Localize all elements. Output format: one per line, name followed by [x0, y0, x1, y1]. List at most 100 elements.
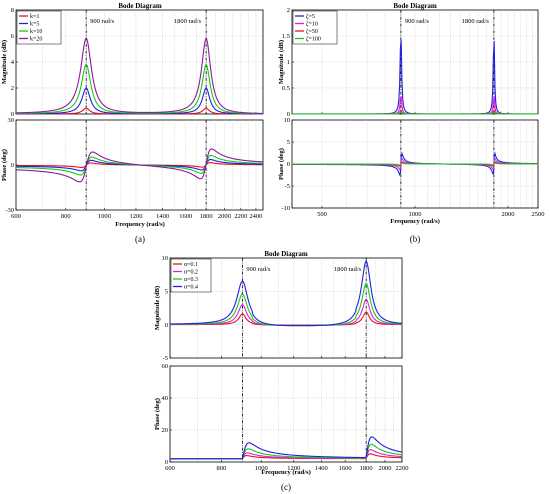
y-tick-label: 5	[287, 139, 290, 146]
annotation-label: 1800 rad/s	[462, 18, 490, 25]
x-tick-label: 2000	[502, 211, 515, 218]
x-tick-label: 1000	[409, 211, 422, 218]
legend-label: α=0.4	[184, 285, 198, 291]
series-line-4	[292, 111, 538, 115]
annotation-label: 1800 rad/s	[334, 266, 362, 273]
y-tick-label: 0	[165, 459, 168, 466]
chart-a-magnitude-panel: 0 2 4 6 8 Magnitude (dB) k=1 k=5k=10 k=20 900 rad…	[1, 7, 264, 118]
chart-b-phase-panel: -10 -5 0 5 10 Phase (deg) 500 1000 2000 2500	[278, 117, 545, 218]
x-tick-label: 2200	[234, 213, 247, 220]
x-tick-label: 2000	[378, 465, 391, 472]
chart-a-phase-panel: -30 0 30 Phase (deg) 600 800 1000 1200 1400 1600 1…	[1, 117, 264, 220]
legend-label: k=20	[30, 37, 42, 43]
y-tick-label: 6	[11, 33, 15, 40]
x-tick-label: 2500	[532, 211, 545, 218]
y-tick-label: 20	[162, 427, 169, 434]
annotation-label: 900 rad/s	[90, 18, 114, 25]
x-tick-label: 1400	[156, 213, 169, 220]
annotation-label: 900 rad/s	[405, 18, 429, 25]
figure-caption: (a)	[135, 234, 145, 244]
legend-label: ζ=50	[306, 28, 318, 35]
x-tick-label: 1600	[179, 213, 192, 220]
y-tick-label: 0	[287, 111, 290, 118]
series-line-4	[15, 37, 264, 114]
x-tick-label: 2400	[249, 213, 262, 220]
y-axis-label: Phase (deg)	[278, 148, 285, 180]
y-tick-label: 1	[287, 59, 290, 66]
y-axis-label: Magnitude (dB)	[1, 40, 8, 84]
x-tick-label: 2200	[396, 465, 409, 472]
legend-label: k=5	[30, 22, 39, 28]
annotation-label: 900 rad/s	[246, 266, 270, 273]
x-axis-label: Frequency (rad/s)	[261, 469, 311, 476]
x-axis-label: Frequency (rad/s)	[115, 221, 165, 228]
legend-label: α=0.1	[184, 262, 198, 268]
x-tick-label: 1800	[200, 213, 213, 220]
y-tick-label: 8	[11, 7, 14, 14]
x-tick-label: 600	[165, 465, 175, 472]
y-tick-label: 10	[162, 255, 169, 262]
legend-label: ζ=100	[306, 36, 321, 43]
chart-title: Bode Diagram	[393, 2, 437, 10]
x-tick-label: 1600	[339, 465, 352, 472]
y-tick-label: 0	[11, 162, 14, 169]
series-line-4	[15, 148, 264, 183]
y-tick-label: 0	[287, 161, 290, 168]
plot-frame	[169, 365, 403, 463]
x-axis-label: Frequency (rad/s)	[390, 218, 440, 225]
x-tick-label: 600	[11, 213, 21, 220]
y-axis-label: Magnitude (dB)	[154, 286, 161, 330]
chart-title: Bode Diagram	[264, 250, 308, 258]
y-tick-label: 2	[11, 85, 14, 92]
legend-label: ζ=10	[306, 21, 318, 28]
legend: α=0.1 α=0.2α=0.3 α=0.4	[170, 258, 212, 293]
y-axis-label: Magnitude (dB)	[278, 40, 285, 84]
figure-caption: (c)	[281, 482, 291, 492]
y-tick-label: 10	[284, 117, 291, 124]
chart-c-phase-panel: 0 20 40 60 Phase (deg) 600 800 1000 1200 1400 1600…	[154, 363, 409, 472]
series-line-4	[169, 260, 403, 327]
x-tick-label: 1800	[360, 465, 373, 472]
y-tick-label: 40	[162, 395, 169, 402]
y-tick-label: 5	[165, 289, 168, 296]
x-tick-label: 1400	[315, 465, 328, 472]
y-tick-label: 0	[165, 322, 168, 329]
y-tick-label: 30	[8, 117, 15, 124]
series-line-4	[170, 436, 403, 460]
x-tick-label: 1000	[98, 213, 111, 220]
legend: ζ=5ζ=10ζ=50ζ=100	[292, 10, 338, 45]
chart-title: Bode Diagram	[118, 2, 162, 10]
y-tick-label: 60	[162, 363, 169, 370]
legend: k=1 k=5k=10 k=20	[16, 10, 62, 45]
legend-label: k=10	[30, 29, 42, 35]
x-tick-label: 800	[61, 213, 71, 220]
legend-label: k=1	[30, 14, 39, 20]
series-line-3	[15, 63, 264, 115]
legend-label: ζ=5	[306, 13, 315, 20]
x-tick-label: 1000	[255, 465, 268, 472]
y-tick-label: -5	[163, 355, 168, 362]
y-tick-label: -30	[5, 207, 14, 214]
x-tick-label: 2000	[218, 213, 231, 220]
legend-label: α=0.2	[184, 270, 198, 276]
y-axis-label: Phase (deg)	[154, 398, 161, 430]
y-tick-label: -10	[281, 205, 290, 212]
x-tick-label: 1200	[129, 213, 142, 220]
y-tick-label: 2	[287, 7, 290, 14]
y-tick-label: 4	[11, 59, 15, 66]
chart-b-magnitude-panel: 0 0.5 1 1.5 2 Magnitude (dB) ζ=5ζ=10ζ=50ζ=100 9…	[278, 7, 539, 118]
x-tick-label: 500	[317, 211, 327, 218]
legend-label: α=0.3	[184, 277, 198, 283]
y-tick-label: -5	[285, 183, 290, 190]
figure-caption: (b)	[410, 234, 421, 244]
y-axis-label: Phase (deg)	[1, 149, 8, 181]
annotation-label: 1800 rad/s	[174, 18, 202, 25]
x-tick-label: 800	[216, 465, 226, 472]
y-tick-label: 0	[11, 111, 14, 118]
series-line-4	[292, 162, 538, 166]
y-tick-label: 0.5	[282, 85, 290, 92]
x-tick-label: 1200	[287, 465, 300, 472]
chart-c-magnitude-panel: -5 0 5 10 Magnitude (dB) α=0.1 α=0.2α=0.3 α=0.4…	[154, 255, 403, 362]
y-tick-label: 1.5	[282, 33, 290, 40]
